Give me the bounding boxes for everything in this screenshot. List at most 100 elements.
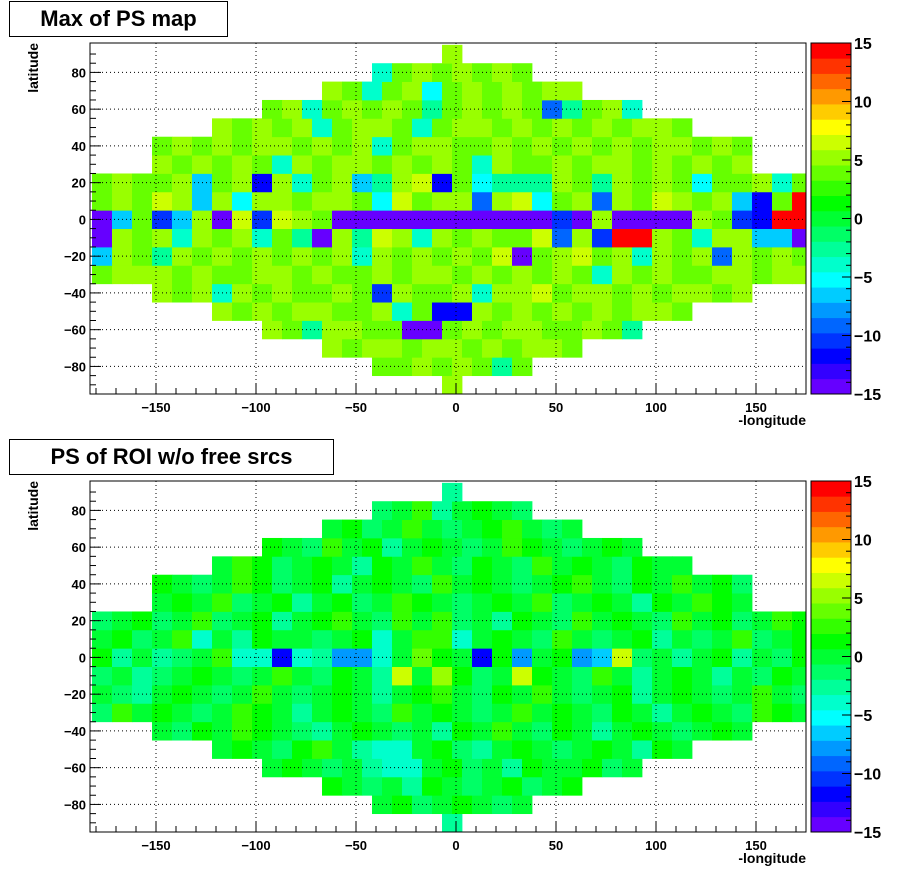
heatmap-cell: [332, 740, 353, 759]
heatmap-cell: [212, 228, 233, 248]
heatmap-cell: [552, 593, 573, 612]
heatmap-cell: [412, 265, 433, 285]
heatmap-cell: [612, 703, 633, 723]
heatmap-cell: [522, 338, 543, 358]
heatmap-cell: [212, 666, 233, 686]
heatmap-cell: [772, 703, 793, 723]
heatmap-cell: [382, 519, 403, 539]
heatmap-cell: [712, 666, 733, 686]
colorbar-segment: [811, 271, 851, 288]
colorbar-tick-label: 10: [854, 95, 872, 112]
heatmap-cell: [132, 228, 153, 248]
colorbar-tick-label: 5: [854, 153, 863, 170]
heatmap-cell: [292, 302, 313, 321]
heatmap-cell: [352, 265, 373, 285]
heatmap-cell: [152, 629, 173, 649]
heatmap-cell: [772, 265, 793, 285]
heatmap-cell: [652, 265, 673, 285]
heatmap-cell: [402, 776, 423, 796]
heatmap-cell: [352, 703, 373, 723]
colorbar-tick-label: 10: [854, 533, 872, 550]
heatmap-cell: [452, 302, 473, 321]
colorbar-segment: [811, 226, 851, 242]
heatmap-cell: [492, 629, 513, 649]
heatmap-cell: [672, 155, 693, 174]
heatmap-cell: [592, 666, 613, 686]
y-tick-label: 20: [72, 614, 86, 629]
heatmap-cell: [632, 191, 653, 211]
heatmap-cell: [282, 320, 303, 340]
heatmap-cell: [372, 740, 393, 759]
heatmap-cell: [292, 556, 313, 576]
heatmap-cell: [552, 556, 573, 576]
heatmap-cell: [192, 703, 213, 723]
colorbar-segment: [811, 786, 851, 802]
heatmap-cell: [132, 265, 153, 285]
heatmap-cell: [592, 703, 613, 723]
heatmap-cell: [542, 338, 563, 358]
heatmap-cell: [252, 593, 273, 612]
heatmap-cell: [532, 556, 553, 576]
heatmap-cell: [482, 320, 503, 340]
x-tick-label: 150: [745, 400, 767, 415]
colorbar-segment: [811, 618, 851, 635]
y-axis: −80 −60 −40 −20 0 20 40 60 80 latitude: [25, 481, 101, 824]
colorbar-segment: [811, 58, 851, 74]
heatmap-cell: [262, 758, 283, 778]
plot-frame: [89, 480, 807, 833]
heatmap-cell: [732, 593, 753, 612]
heatmap-cell: [112, 228, 133, 248]
colorbar-segment: [811, 348, 851, 364]
heatmap-cell: [732, 265, 753, 285]
y-tick-label: −60: [64, 323, 86, 338]
heatmap-cell: [632, 703, 653, 723]
heatmap-cell: [232, 740, 253, 759]
heatmap-cell: [172, 155, 193, 174]
colorbar-segment: [811, 302, 851, 319]
heatmap-cell: [532, 629, 553, 649]
heatmap-cell: [652, 703, 673, 723]
heatmap-cell: [602, 758, 623, 778]
colorbar-tick-label: −10: [854, 767, 881, 784]
x-tick-label: −100: [241, 400, 270, 415]
heatmap-cell: [382, 81, 403, 101]
heatmap-cell: [292, 228, 313, 248]
heatmap-cell: [252, 666, 273, 686]
heatmap-cell: [212, 629, 233, 649]
heatmap-cell: [252, 629, 273, 649]
heatmap-cell: [292, 118, 313, 138]
heatmap-cell: [502, 338, 523, 358]
y-tick-label: 0: [79, 212, 86, 227]
heatmap-cell: [592, 629, 613, 649]
heatmap-cell: [362, 519, 383, 539]
heatmap-cell: [172, 265, 193, 285]
heatmap-cell: [342, 776, 363, 796]
heatmap-cell: [272, 629, 293, 649]
heatmap-cell: [192, 228, 213, 248]
heatmap-cell: [612, 593, 633, 612]
heatmap-cell: [112, 666, 133, 686]
heatmap-cell: [522, 99, 543, 119]
heatmap-cell: [472, 666, 493, 686]
heatmap-cell: [292, 265, 313, 285]
heatmap-cell: [172, 703, 193, 723]
heatmap-cell: [612, 666, 633, 686]
heatmap-cell: [532, 228, 553, 248]
heatmap-cell: [672, 228, 693, 248]
heatmap-cell: [582, 99, 603, 119]
heatmap-cell: [502, 99, 523, 119]
heatmap-cell: [522, 537, 543, 557]
heatmap-cell: [512, 629, 533, 649]
heatmap-cell: [312, 228, 333, 248]
heatmap-cell: [532, 593, 553, 612]
colorbar-segment: [811, 770, 851, 787]
colorbar-segment: [811, 496, 851, 512]
heatmap-cell: [312, 703, 333, 723]
heatmap-cell: [692, 703, 713, 723]
heatmap-cell: [412, 629, 433, 649]
y-axis-label: latitude: [25, 481, 41, 531]
heatmap-cell: [602, 320, 623, 340]
heatmap-cell: [432, 228, 453, 248]
colorbar-segment: [811, 165, 851, 181]
heatmap-cell: [232, 629, 253, 649]
